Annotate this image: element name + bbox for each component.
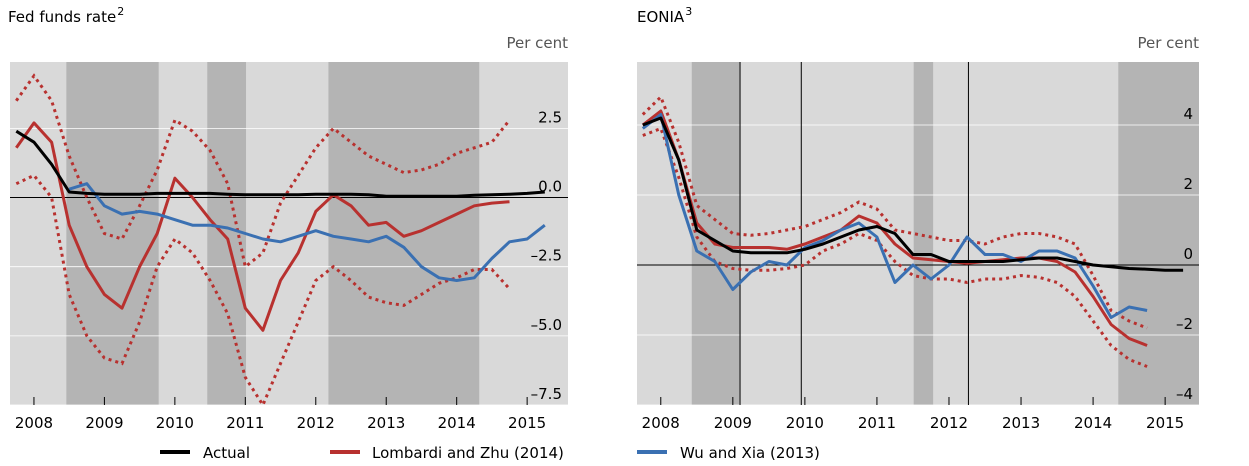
chart-title: Fed funds rate xyxy=(8,8,116,26)
confidence-band xyxy=(15,173,511,409)
shaded-period xyxy=(913,62,934,405)
shaded-period xyxy=(691,62,741,405)
y-axis-label: Per cent xyxy=(1137,34,1199,52)
x-tick-label: 2012 xyxy=(297,414,335,432)
x-tick-label: 2012 xyxy=(930,414,968,432)
y-axis-label: Per cent xyxy=(506,34,568,52)
legend-label: Lombardi and Zhu (2014) xyxy=(372,444,564,462)
x-tick-label: 2010 xyxy=(786,414,824,432)
confidence-band xyxy=(641,94,1148,330)
legend-label: Actual xyxy=(203,444,250,462)
x-tick-label: 2011 xyxy=(226,414,264,432)
shaded-period xyxy=(328,62,480,405)
y-tick-label: 2.5 xyxy=(538,108,562,126)
x-tick-label: 2009 xyxy=(714,414,752,432)
shaded-period xyxy=(1118,62,1199,405)
y-tick-label: 2 xyxy=(1183,175,1193,193)
x-tick-label: 2011 xyxy=(858,414,896,432)
x-tick-label: 2008 xyxy=(15,414,53,432)
series-line xyxy=(641,113,1148,319)
y-tick-label: –2 xyxy=(1176,315,1193,333)
series-line xyxy=(15,129,545,198)
shaded-period xyxy=(207,62,247,405)
y-tick-label: –5.0 xyxy=(531,316,562,334)
chart-title: EONIA xyxy=(637,8,685,26)
title-superscript: 3 xyxy=(685,5,692,18)
y-tick-label: –7.5 xyxy=(531,385,562,403)
x-tick-label: 2008 xyxy=(642,414,680,432)
series-line xyxy=(642,116,1184,272)
y-tick-label: 0 xyxy=(1183,245,1193,263)
confidence-band xyxy=(642,126,1148,368)
x-tick-label: 2015 xyxy=(1146,414,1184,432)
x-tick-label: 2013 xyxy=(1002,414,1040,432)
series-line xyxy=(15,121,510,332)
y-tick-label: –4 xyxy=(1176,385,1193,403)
x-tick-label: 2010 xyxy=(156,414,194,432)
confidence-band xyxy=(15,73,511,270)
y-tick-label: –2.5 xyxy=(531,247,562,265)
x-tick-label: 2015 xyxy=(508,414,546,432)
series-line xyxy=(68,182,546,282)
x-tick-label: 2013 xyxy=(367,414,405,432)
x-tick-label: 2014 xyxy=(1074,414,1112,432)
x-tick-label: 2009 xyxy=(85,414,123,432)
shaded-period xyxy=(66,62,159,405)
y-tick-label: 4 xyxy=(1183,105,1193,123)
x-tick-label: 2014 xyxy=(438,414,476,432)
legend-label: Wu and Xia (2013) xyxy=(680,444,820,462)
title-superscript: 2 xyxy=(117,5,124,18)
